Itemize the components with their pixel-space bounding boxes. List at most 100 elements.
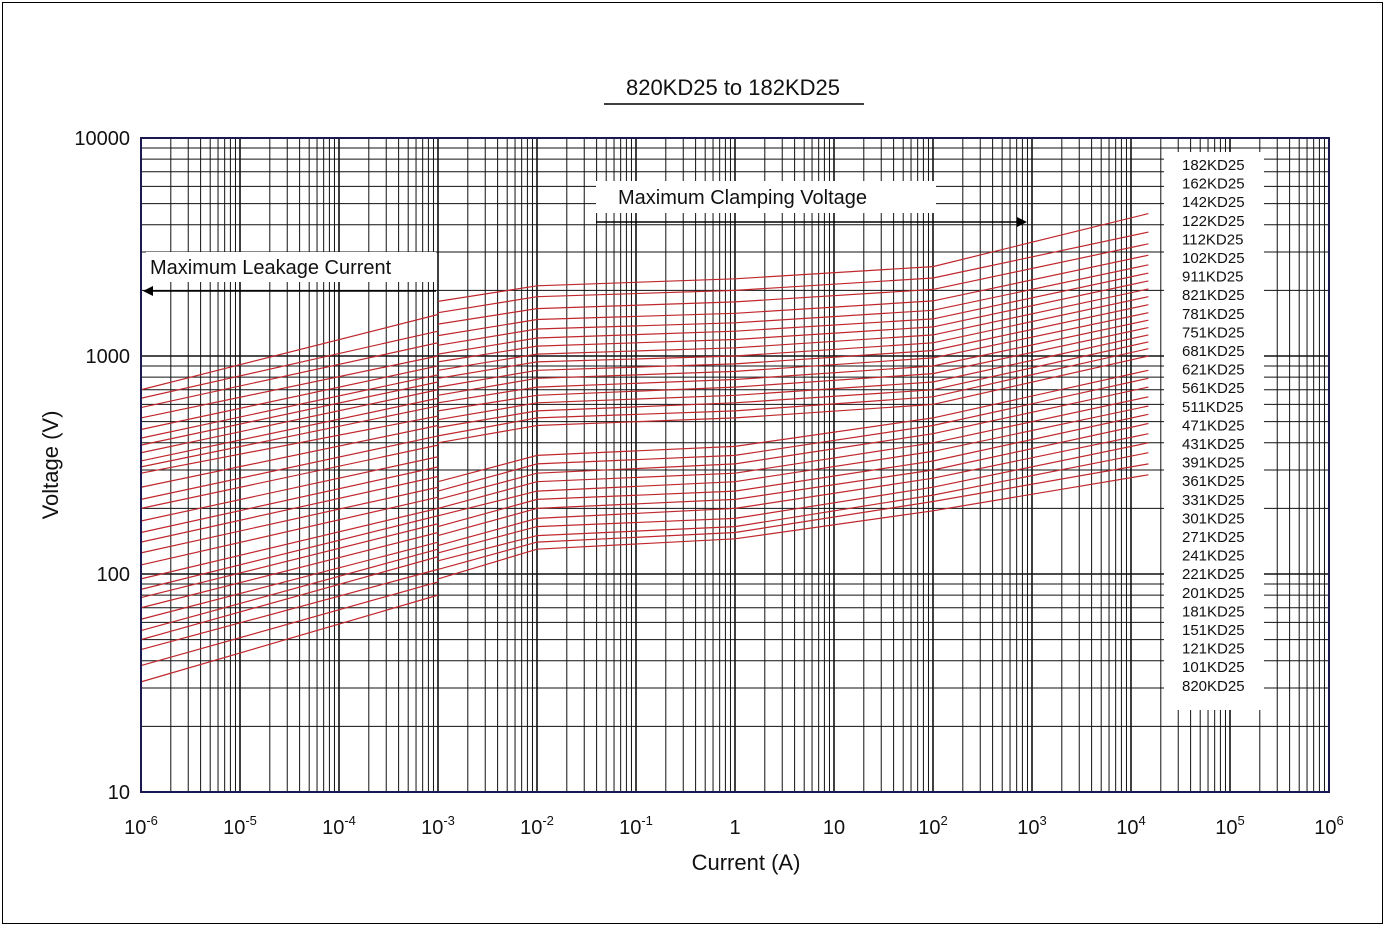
clamping-curve-26 (437, 243, 1149, 325)
legend-item: 361KD25 (1182, 473, 1245, 490)
legend-item: 561KD25 (1182, 380, 1245, 397)
x-tick-label: 102 (918, 813, 947, 839)
clamping-curve-1 (437, 463, 1149, 570)
x-axis-label: Current (A) (692, 850, 801, 875)
legend-item: 101KD25 (1182, 659, 1245, 676)
leakage-curve-13 (140, 466, 439, 534)
legend-item: 431KD25 (1182, 436, 1245, 453)
clamping-curve-21 (437, 288, 1149, 371)
clamping-curve-24 (437, 264, 1149, 346)
leakage-curve-5 (140, 541, 439, 620)
clamping-curve-19 (437, 304, 1149, 388)
clamping-curve-8 (437, 396, 1149, 509)
leakage-curve-22 (140, 381, 439, 446)
x-tick-label: 1 (729, 817, 740, 839)
leakage-curve-25 (140, 355, 439, 419)
clamping-curve-27 (437, 231, 1149, 314)
x-tick-label: 10 (823, 817, 845, 839)
legend-item: 102KD25 (1182, 250, 1245, 267)
clamping-curve-6 (437, 413, 1149, 528)
clamping-curve-22 (437, 280, 1149, 363)
legend-item: 681KD25 (1182, 343, 1245, 360)
series-layer (140, 213, 1149, 683)
leakage-curve-21 (140, 389, 439, 454)
leakage-curve-4 (140, 548, 439, 632)
y-tick-label: 1000 (86, 346, 131, 368)
clamping-curve-15 (437, 334, 1149, 421)
clamping-curve-17 (437, 319, 1149, 404)
x-tick-label: 106 (1314, 813, 1343, 839)
legend-item: 122KD25 (1182, 213, 1245, 230)
legend-item: 241KD25 (1182, 548, 1245, 565)
clamping-curve-16 (437, 327, 1149, 412)
leakage-curve-24 (140, 365, 439, 431)
leakage-curve-16 (140, 435, 439, 500)
x-tick-label: 10-4 (322, 813, 356, 839)
leakage-curve-7 (140, 523, 439, 599)
leakage-curve-11 (140, 486, 439, 554)
x-tick-label: 10-5 (223, 813, 257, 839)
clamping-label-box (596, 181, 936, 213)
clamping-curve-3 (437, 442, 1149, 554)
legend-item: 820KD25 (1182, 678, 1245, 695)
y-axis-label: Voltage (V) (38, 411, 63, 520)
leakage-annotation: Maximum Leakage Current (150, 257, 392, 279)
plot-border (140, 137, 1330, 793)
x-tick-label: 10-1 (619, 813, 653, 839)
legend-item: 221KD25 (1182, 566, 1245, 583)
x-tick-label: 105 (1215, 813, 1244, 839)
x-axis-ticks: 10-6 10-5 10-4 10-3 10-2 10-1 1 10 102 103 104 105 1… (124, 813, 1344, 839)
clamping-curve-9 (437, 386, 1149, 500)
legend-item: 142KD25 (1182, 194, 1245, 211)
legend-item: 162KD25 (1182, 176, 1245, 193)
clamping-curve-18 (437, 312, 1149, 396)
leakage-curve-8 (140, 515, 439, 590)
leakage-curve-23 (140, 374, 439, 439)
legend-item: 121KD25 (1182, 641, 1245, 658)
leakage-curve-9 (140, 507, 439, 580)
clamping-annotation: Maximum Clamping Voltage (618, 187, 867, 209)
y-tick-label: 100 (97, 564, 130, 586)
legend-item: 821KD25 (1182, 287, 1245, 304)
clamping-curve-11 (437, 369, 1149, 483)
clamping-curve-20 (437, 296, 1149, 379)
leakage-curve-26 (140, 342, 439, 409)
clamping-curve-23 (437, 272, 1149, 355)
leakage-curve-18 (140, 415, 439, 474)
legend-item: 621KD25 (1182, 362, 1245, 379)
legend-item: 112KD25 (1182, 231, 1243, 248)
clamping-curve-28 (437, 213, 1149, 302)
legend-item: 911KD25 (1182, 269, 1243, 286)
legend-item: 471KD25 (1182, 417, 1245, 434)
leakage-curve-28 (140, 313, 439, 391)
leakage-curve-10 (140, 496, 439, 566)
legend-item: 182KD25 (1182, 157, 1245, 174)
legend-item: 511KD25 (1182, 399, 1243, 416)
clamping-curve-2 (437, 452, 1149, 562)
leakage-curve-19 (140, 405, 439, 468)
grid-major (140, 138, 1329, 793)
clamping-curve-12 (437, 355, 1149, 444)
clamping-curve-4 (437, 433, 1149, 547)
leakage-curve-12 (140, 475, 439, 543)
leakage-curve-1 (140, 581, 439, 667)
x-tick-label: 10-2 (520, 813, 554, 839)
leakage-curve-17 (140, 424, 439, 488)
legend-item: 751KD25 (1182, 324, 1245, 341)
y-axis-ticks: 10 100 1000 10000 (74, 128, 130, 804)
leakage-curve-27 (140, 330, 439, 399)
leakage-curve-14 (140, 456, 439, 522)
x-tick-label: 104 (1116, 813, 1145, 839)
clamping-curve-13 (437, 348, 1149, 437)
clamping-arrow-head (1017, 217, 1027, 227)
leakage-arrow-head (143, 286, 153, 296)
x-tick-label: 103 (1017, 813, 1046, 839)
leakage-curve-20 (140, 397, 439, 462)
leakage-curve-0 (140, 594, 439, 683)
clamping-curve-5 (437, 422, 1149, 537)
clamping-curve-25 (437, 254, 1149, 337)
leakage-label-box (146, 252, 436, 282)
